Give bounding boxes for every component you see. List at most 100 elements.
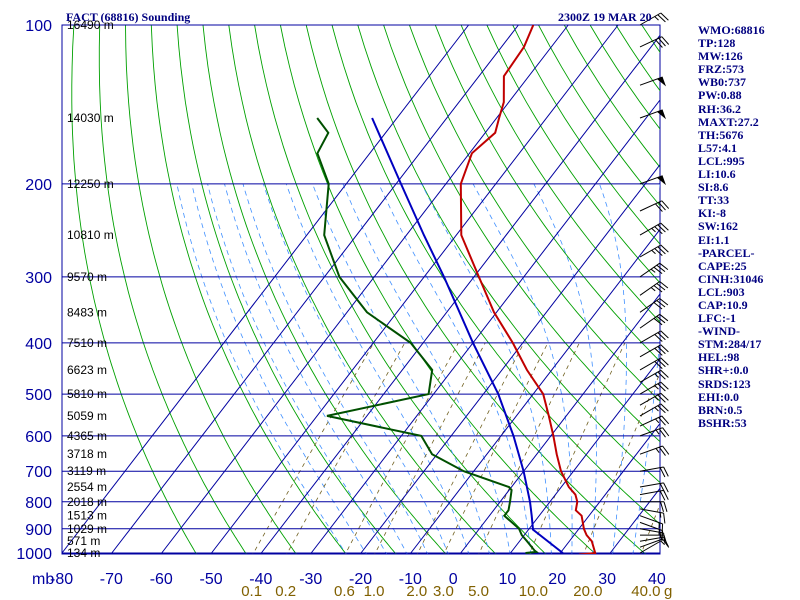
wind-barb-flag	[657, 332, 666, 341]
sounding-index: CAP:10.9	[698, 297, 748, 312]
wind-barb-half-flag	[659, 512, 662, 518]
height-label: 3718 m	[67, 447, 107, 461]
wind-barb	[639, 357, 669, 371]
mixing-ratio-line	[252, 342, 375, 554]
sounding-index: PW:0.88	[698, 88, 742, 103]
wind-barb-staff	[639, 298, 660, 313]
wind-barb-flag	[661, 200, 670, 209]
moist-adiabat	[599, 183, 627, 554]
wind-barb-flag	[654, 347, 663, 356]
pressure-tick-label: 300	[25, 270, 52, 287]
height-label: 1029 m	[67, 522, 107, 536]
dry-adiabat	[383, 25, 660, 443]
sounding-index: HEL:98	[698, 350, 740, 365]
dry-adiabat	[254, 25, 547, 554]
wind-barb-flag	[658, 446, 666, 456]
sounding-index: SRDS:123	[698, 376, 751, 391]
wind-barb-flag	[661, 523, 664, 535]
height-label: 3119 m	[67, 464, 106, 478]
wind-barb-half-flag	[651, 249, 656, 255]
sounding-index: EI:1.1	[698, 232, 730, 247]
wind-barb-flag	[656, 264, 666, 272]
height-label: 134 m	[67, 546, 100, 560]
temperature-tick-label: -40	[249, 571, 272, 588]
mixing-ratio-label: 0.2	[275, 583, 296, 600]
wind-barb-half-flag	[654, 407, 659, 412]
wind-barb-flag	[663, 532, 666, 544]
wind-barb-flag	[659, 467, 666, 478]
wind-barb-staff	[639, 521, 663, 532]
thermo-guide-lines	[71, 25, 660, 554]
temperature-tick-label: -70	[100, 571, 123, 588]
mixing-ratio-label: 10.0	[519, 583, 548, 600]
wind-barb	[639, 109, 666, 120]
mixing-ratio-label: 2.0	[406, 583, 427, 600]
wind-barb-staff	[639, 427, 663, 437]
pressure-unit-label: mb	[32, 571, 54, 588]
wind-barb-flag	[659, 490, 666, 501]
mixing-ratio-line	[640, 503, 660, 554]
pressure-tick-label: 100	[25, 18, 52, 35]
wind-barb-half-flag	[659, 532, 662, 538]
pressure-tick-label: 900	[25, 522, 52, 539]
mixing-ratio-line	[286, 342, 406, 554]
dry-adiabat	[125, 25, 297, 554]
moist-adiabat	[207, 183, 388, 554]
wind-barb-staff	[639, 536, 664, 542]
wind-barb	[639, 466, 669, 478]
temperature-tick-label: -20	[349, 571, 372, 588]
sounding-index: TH:5676	[698, 127, 744, 142]
isotherm	[460, 293, 661, 554]
moist-adiabat	[224, 183, 408, 554]
temperature-tick-label: -60	[150, 571, 173, 588]
wind-barb-staff	[639, 357, 662, 371]
sounding-index: TP:128	[698, 36, 736, 51]
wind-barb-flag	[660, 244, 669, 253]
temperature-tick-label: -30	[299, 571, 322, 588]
wind-barb	[639, 415, 670, 427]
moist-adiabat	[342, 183, 511, 554]
moist-adiabat	[632, 183, 660, 554]
sounding-index: TT:33	[698, 193, 730, 208]
wind-barb-half-flag	[650, 268, 656, 273]
wind-barb-flag	[660, 403, 669, 412]
wind-barb	[639, 427, 670, 438]
wind-barb	[639, 262, 669, 278]
wind-barb-flag	[663, 482, 669, 493]
sounding-index: CINH:31046	[698, 271, 764, 286]
sounding-index: -WIND-	[698, 324, 740, 339]
sounding-index: SHR+:0.0	[698, 363, 749, 378]
wind-barb-flag	[663, 501, 668, 512]
wind-barb	[640, 501, 668, 512]
wind-barb-flag	[660, 392, 669, 401]
sounding-index: FRZ:573	[698, 62, 744, 77]
wind-barb-flag	[659, 483, 666, 494]
height-label: 2554 m	[67, 480, 107, 494]
wind-barb-staff	[639, 244, 662, 258]
height-labels: 16490 m 14030 m 12250 m 10810 m 9570 m 8483 m…	[67, 18, 114, 560]
wind-barb	[639, 175, 666, 186]
mixing-ratio-line	[478, 342, 580, 554]
wind-barb-flag	[657, 405, 666, 414]
dry-adiabat	[228, 25, 497, 554]
temperature-tick-label: 30	[598, 571, 616, 588]
wind-barb-flag	[660, 381, 669, 390]
sounding-index: L57:4.1	[698, 140, 737, 155]
wind-barb	[639, 200, 670, 212]
mixing-ratio-line	[528, 342, 626, 554]
wind-barb-flag	[658, 417, 666, 426]
mixing-ratio-line	[443, 342, 549, 554]
wind-barb-half-flag	[650, 287, 656, 292]
wind-barb-flag	[655, 203, 663, 212]
temperature-tick-label: 0	[449, 571, 458, 588]
wind-barb-flag	[662, 427, 670, 437]
isotherm	[211, 24, 619, 554]
wind-barb-staff	[639, 392, 662, 406]
mixing-ratio-line	[416, 342, 525, 554]
wind-barb-staff	[639, 489, 664, 496]
wind-barb-pennant	[656, 77, 666, 87]
wind-barb-flag	[655, 39, 663, 48]
dry-adiabat	[434, 25, 660, 363]
wind-barb	[639, 540, 665, 554]
wind-barb	[639, 381, 669, 395]
